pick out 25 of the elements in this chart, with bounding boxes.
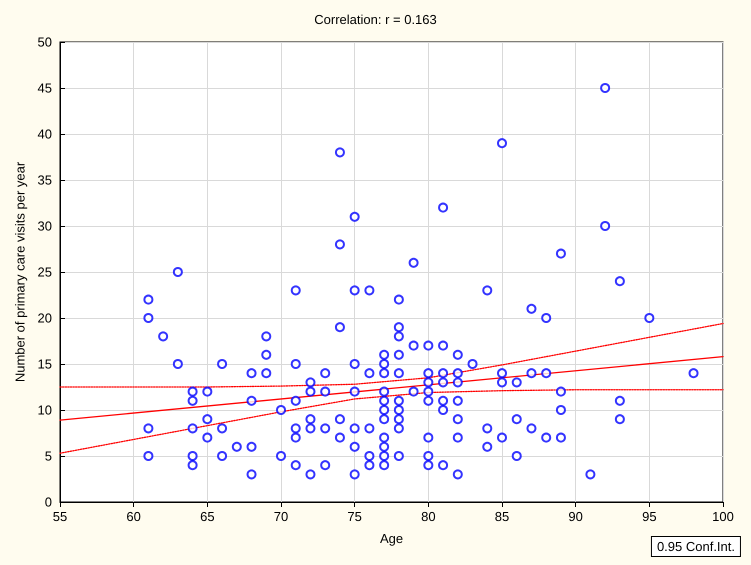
x-tick-label: 90: [568, 509, 583, 524]
y-tick-label: 10: [38, 402, 52, 418]
y-tick-label: 25: [38, 264, 52, 280]
y-tick-label: 45: [38, 80, 52, 96]
x-tick-label: 95: [642, 509, 657, 524]
x-axis-title: Age: [380, 531, 404, 546]
x-tick-label: 55: [52, 509, 68, 524]
y-tick-label: 5: [44, 448, 52, 464]
y-axis-title: Number of primary care visits per year: [12, 161, 28, 382]
y-tick-label: 40: [38, 126, 52, 142]
x-tick-label: 80: [421, 509, 436, 524]
y-tick-label: 15: [38, 356, 52, 372]
x-tick-label: 60: [126, 509, 141, 524]
y-tick-label: 35: [38, 172, 52, 188]
x-tick-label: 100: [712, 509, 734, 524]
x-tick-label: 75: [347, 509, 362, 524]
y-tick-label: 0: [44, 494, 52, 510]
chart-title: Correlation: r = 0.163: [314, 12, 437, 27]
x-tick-label: 70: [274, 509, 288, 524]
y-tick-label: 30: [38, 218, 52, 234]
text: 0.95 Conf.Int.: [656, 539, 736, 554]
x-tick-label: 85: [494, 509, 510, 524]
x-tick-label: 65: [200, 509, 215, 524]
y-tick-label: 50: [38, 34, 52, 50]
y-tick-label: 20: [38, 310, 52, 326]
